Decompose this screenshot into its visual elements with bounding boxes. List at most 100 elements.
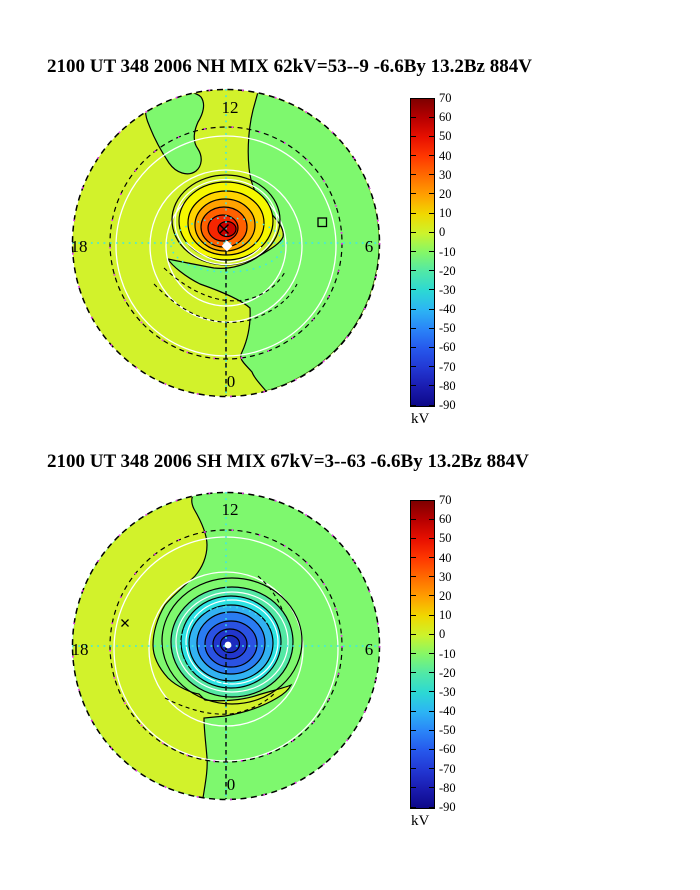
colorbar-tick-label: 60: [439, 512, 452, 527]
nh-positive-cell: [178, 181, 274, 261]
colorbar-tick-mark: [411, 537, 416, 539]
colorbar-tick-mark: [411, 557, 416, 559]
sh-crosshair-dotted: [72, 492, 380, 800]
sh-colorbar: 70 60 50 40 30 20 10 0 -10 -20 -30 -40 -50 -60 -70 -80 -…: [410, 493, 480, 840]
nh-min-marker: [317, 217, 328, 228]
colorbar-tick-label: -40: [439, 704, 456, 719]
colorbar-tick-mark: [429, 385, 434, 387]
nh-outer-boundary-dots: [71, 88, 381, 398]
colorbar-tick-mark: [429, 270, 434, 272]
colorbar-tick-label: 50: [439, 129, 452, 144]
colorbar-tick-label: -10: [439, 646, 456, 661]
sh-dashed-contours: [164, 575, 284, 715]
colorbar-tick-mark: [411, 346, 416, 348]
nh-mlt-12: 12: [222, 98, 239, 117]
colorbar-tick-mark: [429, 308, 434, 310]
nh-dashed-contours: [153, 267, 298, 323]
colorbar-tick-mark: [411, 116, 416, 118]
colorbar-tick-label: -90: [439, 800, 456, 814]
colorbar-tick-mark: [411, 97, 416, 99]
colorbar-tick-label: -50: [439, 723, 456, 738]
colorbar-tick-mark: [429, 327, 434, 329]
colorbar-tick-mark: [429, 251, 434, 252]
colorbar-tick-label: 20: [439, 588, 452, 603]
nh-max-marker: [219, 224, 229, 234]
colorbar-tick-mark: [429, 729, 434, 731]
nh-colorbar: 70 60 50 40 30 20 10 0 -10 -20 -30 -40 -50 -60 -70 -80 -…: [410, 91, 480, 438]
colorbar-tick-label: 10: [439, 608, 452, 623]
colorbar-tick-mark: [411, 193, 416, 195]
sh-max-marker: [121, 619, 129, 627]
sh-mlt-12: 12: [222, 500, 239, 519]
colorbar-tick-mark: [429, 116, 434, 118]
nh-white-arc-cell: [185, 241, 262, 263]
colorbar-tick-mark: [429, 499, 434, 501]
colorbar-tick-label: -90: [439, 398, 456, 412]
colorbar-tick-label: 70: [439, 91, 452, 105]
colorbar-tick-mark: [429, 787, 434, 789]
colorbar-tick-mark: [429, 748, 434, 750]
colorbar-tick-mark: [429, 366, 434, 368]
colorbar-tick-mark: [411, 595, 416, 597]
colorbar-tick-mark: [411, 633, 416, 635]
colorbar-tick-label: -50: [439, 321, 456, 336]
colorbar-tick-mark: [411, 385, 416, 387]
colorbar-tick-mark: [429, 155, 434, 157]
colorbar-tick-mark: [429, 346, 434, 348]
colorbar-tick-label: -30: [439, 684, 456, 699]
colorbar-tick-label: -70: [439, 359, 456, 374]
colorbar-tick-label: -70: [439, 761, 456, 776]
colorbar-tick-label: 0: [439, 225, 446, 240]
colorbar-tick-label: -80: [439, 780, 456, 795]
colorbar-tick-mark: [411, 308, 416, 310]
nh-latitude-ring-dots: [109, 126, 343, 360]
colorbar-tick-mark: [429, 653, 434, 654]
colorbar-tick-label: -20: [439, 665, 456, 680]
sh-mlt-0: 0: [227, 775, 236, 794]
colorbar-tick-mark: [429, 404, 434, 406]
nh-mlt-6: 6: [365, 237, 374, 256]
colorbar-tick-label: 10: [439, 206, 452, 221]
colorbar-tick-mark: [429, 212, 434, 214]
sh-pole-marker: [224, 641, 232, 649]
colorbar-tick-mark: [429, 576, 434, 578]
colorbar-tick-mark: [411, 231, 416, 233]
colorbar-tick-mark: [411, 691, 416, 693]
colorbar-tick-mark: [411, 499, 416, 501]
colorbar-tick-mark: [429, 710, 434, 712]
colorbar-tick-mark: [411, 748, 416, 750]
colorbar-tick-mark: [411, 404, 416, 406]
nh-title: 2100 UT 348 2006 NH MIX 62kV=53--9 -6.6B…: [47, 56, 532, 77]
colorbar-tick-label: -60: [439, 742, 456, 757]
colorbar-tick-label: -60: [439, 340, 456, 355]
colorbar-tick-mark: [429, 289, 434, 291]
nh-colorbar-gradient: [410, 98, 435, 407]
colorbar-tick-label: -80: [439, 378, 456, 393]
colorbar-tick-mark: [429, 537, 434, 539]
sh-negative-cell: [170, 586, 294, 698]
colorbar-tick-mark: [429, 768, 434, 770]
colorbar-tick-mark: [429, 97, 434, 99]
nh-pole-marker: [221, 240, 233, 252]
colorbar-tick-label: 60: [439, 110, 452, 125]
colorbar-tick-mark: [429, 633, 434, 635]
colorbar-tick-mark: [411, 155, 416, 157]
nh-crosshair-dotted: [72, 89, 380, 397]
colorbar-tick-mark: [429, 672, 434, 674]
colorbar-tick-mark: [429, 231, 434, 233]
colorbar-tick-mark: [411, 729, 416, 731]
colorbar-tick-label: 30: [439, 569, 452, 584]
sh-outer-boundary-dots: [71, 491, 381, 801]
nh-polar-plot: 12 18 6 0: [71, 88, 381, 398]
colorbar-tick-mark: [411, 614, 416, 616]
colorbar-tick-mark: [429, 135, 434, 137]
colorbar-tick-label: -30: [439, 282, 456, 297]
sh-contour-ring-outer: [161, 577, 303, 705]
sh-colorbar-unit: kV: [411, 813, 430, 829]
sh-white-rings-cell: [175, 591, 289, 693]
sh-mlt-18: 18: [72, 640, 89, 659]
colorbar-tick-mark: [411, 787, 416, 789]
colorbar-tick-label: 40: [439, 550, 452, 565]
nh-colorbar-unit: kV: [411, 411, 430, 427]
nh-ocb-dotted: [170, 217, 284, 273]
